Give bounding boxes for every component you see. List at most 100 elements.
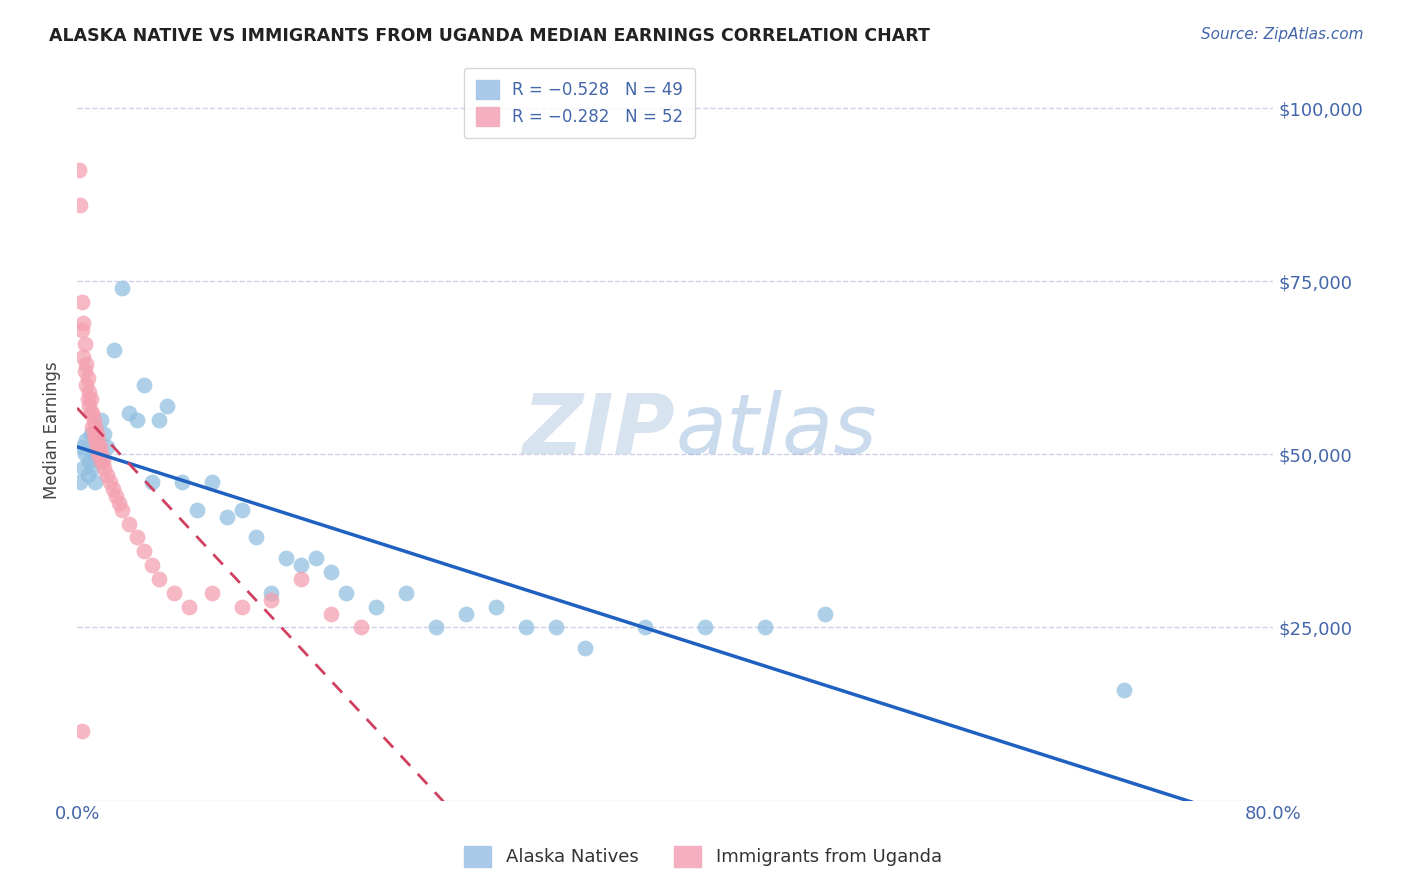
Point	[814, 607, 837, 621]
Point	[245, 531, 267, 545]
Point	[260, 586, 283, 600]
Point	[83, 413, 105, 427]
Point	[125, 531, 148, 545]
Point	[118, 516, 141, 531]
Point	[80, 406, 103, 420]
Point	[75, 434, 97, 448]
Point	[93, 461, 115, 475]
Point	[80, 419, 103, 434]
Point	[86, 441, 108, 455]
Point	[321, 565, 343, 579]
Point	[515, 620, 537, 634]
Point	[335, 586, 357, 600]
Point	[89, 447, 111, 461]
Point	[170, 475, 193, 489]
Point	[77, 454, 100, 468]
Point	[111, 502, 134, 516]
Point	[215, 509, 238, 524]
Point	[574, 641, 596, 656]
Point	[163, 586, 186, 600]
Legend: Alaska Natives, Immigrants from Uganda: Alaska Natives, Immigrants from Uganda	[457, 838, 949, 874]
Point	[86, 434, 108, 448]
Point	[634, 620, 657, 634]
Text: ALASKA NATIVE VS IMMIGRANTS FROM UGANDA MEDIAN EARNINGS CORRELATION CHART: ALASKA NATIVE VS IMMIGRANTS FROM UGANDA …	[49, 27, 931, 45]
Point	[260, 592, 283, 607]
Point	[395, 586, 418, 600]
Point	[89, 454, 111, 468]
Point	[70, 295, 93, 310]
Point	[231, 599, 253, 614]
Point	[350, 620, 373, 634]
Point	[104, 489, 127, 503]
Point	[201, 475, 224, 489]
Point	[72, 461, 94, 475]
Point	[75, 357, 97, 371]
Point	[86, 426, 108, 441]
Point	[70, 724, 93, 739]
Point	[96, 468, 118, 483]
Point	[90, 447, 112, 461]
Point	[179, 599, 201, 614]
Point	[96, 441, 118, 455]
Point	[75, 378, 97, 392]
Point	[118, 406, 141, 420]
Text: ZIP: ZIP	[523, 390, 675, 471]
Point	[290, 572, 312, 586]
Point	[754, 620, 776, 634]
Point	[87, 447, 110, 461]
Point	[70, 323, 93, 337]
Point	[148, 413, 170, 427]
Point	[544, 620, 567, 634]
Point	[90, 413, 112, 427]
Point	[76, 371, 98, 385]
Point	[141, 558, 163, 573]
Point	[90, 454, 112, 468]
Point	[93, 426, 115, 441]
Point	[72, 351, 94, 365]
Point	[231, 502, 253, 516]
Point	[201, 586, 224, 600]
Point	[77, 384, 100, 399]
Point	[76, 392, 98, 406]
Point	[79, 406, 101, 420]
Point	[89, 441, 111, 455]
Point	[84, 434, 107, 448]
Point	[186, 502, 208, 516]
Point	[91, 454, 114, 468]
Point	[148, 572, 170, 586]
Legend: R = −0.528   N = 49, R = −0.282   N = 52: R = −0.528 N = 49, R = −0.282 N = 52	[464, 68, 695, 138]
Point	[305, 551, 328, 566]
Point	[290, 558, 312, 573]
Point	[87, 434, 110, 448]
Point	[79, 392, 101, 406]
Text: atlas: atlas	[675, 390, 877, 471]
Point	[77, 399, 100, 413]
Point	[103, 343, 125, 358]
Point	[1112, 682, 1135, 697]
Point	[69, 198, 91, 212]
Point	[276, 551, 298, 566]
Point	[141, 475, 163, 489]
Point	[693, 620, 716, 634]
Point	[425, 620, 447, 634]
Point	[134, 378, 156, 392]
Point	[454, 607, 477, 621]
Point	[101, 482, 124, 496]
Point	[156, 399, 179, 413]
Point	[84, 419, 107, 434]
Point	[125, 413, 148, 427]
Point	[80, 461, 103, 475]
Point	[72, 316, 94, 330]
Y-axis label: Median Earnings: Median Earnings	[44, 361, 60, 499]
Point	[98, 475, 121, 489]
Point	[134, 544, 156, 558]
Point	[73, 364, 96, 378]
Point	[83, 447, 105, 461]
Point	[67, 163, 90, 178]
Point	[73, 447, 96, 461]
Point	[111, 281, 134, 295]
Point	[76, 468, 98, 483]
Point	[108, 496, 131, 510]
Point	[70, 441, 93, 455]
Text: Source: ZipAtlas.com: Source: ZipAtlas.com	[1201, 27, 1364, 42]
